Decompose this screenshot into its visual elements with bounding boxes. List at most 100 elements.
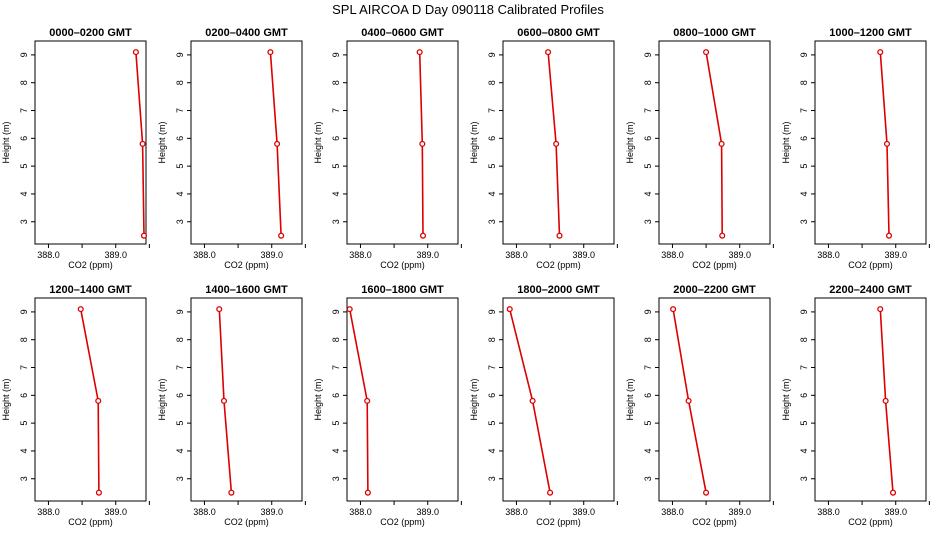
x-tick-label: 389.0 <box>260 507 283 517</box>
data-point <box>718 140 725 147</box>
panel-title: 0400–0600 GMT <box>361 27 444 39</box>
y-tick-label: 4 <box>175 191 185 196</box>
y-tick-label: 3 <box>799 219 809 224</box>
plot-frame <box>190 40 303 245</box>
plot-frame <box>190 297 303 502</box>
y-tick-label: 6 <box>19 136 29 141</box>
plot-frame <box>814 40 927 245</box>
data-point <box>364 397 371 404</box>
data-point <box>670 306 677 313</box>
plot-frame <box>346 297 459 502</box>
x-tick-label: 389.0 <box>884 250 907 260</box>
y-tick-label: 9 <box>19 52 29 57</box>
profile-panel: 1800–2000 GMT 388.0 389.0 3 4 5 6 7 8 9 CO2 (ppm) H… <box>469 284 618 527</box>
profile-panel: 0000–0200 GMT 388.0 389.0 3 4 5 6 7 8 9 CO2 (ppm) H… <box>1 27 150 270</box>
data-point <box>416 49 423 56</box>
y-tick-label: 4 <box>799 191 809 196</box>
y-tick-label: 4 <box>19 448 29 453</box>
y-tick-label: 7 <box>799 365 809 370</box>
x-tick-label: 389.0 <box>260 250 283 260</box>
y-tick-label: 9 <box>799 52 809 57</box>
y-tick-label: 9 <box>487 309 497 314</box>
panel-title: 2200–2400 GMT <box>829 284 912 296</box>
data-point <box>885 232 893 239</box>
y-tick-label: 4 <box>487 191 497 196</box>
y-tick-label: 3 <box>799 476 809 481</box>
y-tick-label: 9 <box>331 52 341 57</box>
data-point <box>220 397 228 404</box>
x-tick-label: 388.0 <box>505 250 528 260</box>
data-point <box>529 397 536 404</box>
y-axis-label: Height (m) <box>313 378 323 420</box>
data-point <box>506 306 513 313</box>
y-tick-label: 6 <box>487 136 497 141</box>
x-axis-label: CO2 (ppm) <box>848 260 893 270</box>
y-axis-label: Height (m) <box>625 121 635 163</box>
y-tick-label: 6 <box>799 393 809 398</box>
data-point <box>95 397 102 404</box>
x-axis-label: CO2 (ppm) <box>692 260 737 270</box>
y-tick-label: 5 <box>487 164 497 169</box>
y-tick-label: 9 <box>799 309 809 314</box>
y-tick-label: 8 <box>175 80 185 85</box>
x-axis-label: CO2 (ppm) <box>536 517 581 527</box>
y-tick-label: 9 <box>331 309 341 314</box>
y-tick-label: 6 <box>643 393 653 398</box>
y-tick-label: 7 <box>487 108 497 113</box>
x-axis-label: CO2 (ppm) <box>536 260 581 270</box>
x-tick-label: 388.0 <box>817 250 840 260</box>
plot-frame <box>814 297 927 502</box>
y-axis-label: Height (m) <box>781 121 791 163</box>
x-tick-label: 389.0 <box>572 250 595 260</box>
x-tick-label: 388.0 <box>193 507 216 517</box>
y-tick-label: 8 <box>331 80 341 85</box>
y-tick-label: 5 <box>19 164 29 169</box>
panel-title: 0800–1000 GMT <box>673 27 756 39</box>
profile-panel: 1400–1600 GMT 388.0 389.0 3 4 5 6 7 8 9 CO2 (ppm) H… <box>157 284 306 527</box>
data-point <box>346 306 353 313</box>
data-point <box>719 232 726 239</box>
x-axis-label: CO2 (ppm) <box>224 517 269 527</box>
y-axis-label: Height (m) <box>469 378 479 420</box>
x-tick-label: 388.0 <box>193 250 216 260</box>
x-tick-label: 389.0 <box>416 250 439 260</box>
data-point <box>216 306 223 313</box>
data-point <box>877 49 884 56</box>
y-tick-label: 9 <box>19 309 29 314</box>
plot-frame <box>502 40 615 245</box>
panel-title: 1800–2000 GMT <box>517 284 600 296</box>
panel-title: 0600–0800 GMT <box>517 27 600 39</box>
profile-panel: 0200–0400 GMT 388.0 389.0 3 4 5 6 7 8 9 CO2 (ppm) H… <box>157 27 306 270</box>
plot-frame <box>34 40 147 245</box>
data-point <box>274 140 281 147</box>
y-tick-label: 6 <box>799 136 809 141</box>
y-tick-label: 4 <box>175 448 185 453</box>
x-tick-label: 388.0 <box>349 250 372 260</box>
data-point <box>278 232 285 239</box>
plot-frame <box>658 40 771 245</box>
y-axis-label: Height (m) <box>781 378 791 420</box>
y-tick-label: 7 <box>643 365 653 370</box>
y-tick-label: 7 <box>487 365 497 370</box>
y-tick-label: 8 <box>175 337 185 342</box>
profile-panel: 1600–1800 GMT 388.0 389.0 3 4 5 6 7 8 9 CO2 (ppm) H… <box>313 284 462 527</box>
x-tick-label: 389.0 <box>104 507 127 517</box>
y-tick-label: 7 <box>643 108 653 113</box>
y-tick-label: 9 <box>175 309 185 314</box>
y-tick-label: 9 <box>487 52 497 57</box>
y-tick-label: 4 <box>799 448 809 453</box>
x-tick-label: 388.0 <box>661 250 684 260</box>
y-tick-label: 5 <box>331 421 341 426</box>
y-tick-label: 7 <box>19 108 29 113</box>
y-tick-label: 9 <box>643 52 653 57</box>
y-tick-label: 8 <box>331 337 341 342</box>
data-point <box>140 232 148 239</box>
x-tick-label: 388.0 <box>505 507 528 517</box>
y-tick-label: 3 <box>19 476 29 481</box>
y-tick-label: 9 <box>175 52 185 57</box>
y-tick-label: 8 <box>643 80 653 85</box>
x-axis-label: CO2 (ppm) <box>68 517 113 527</box>
panel-title: 1000–1200 GMT <box>829 27 912 39</box>
data-point <box>877 306 884 313</box>
